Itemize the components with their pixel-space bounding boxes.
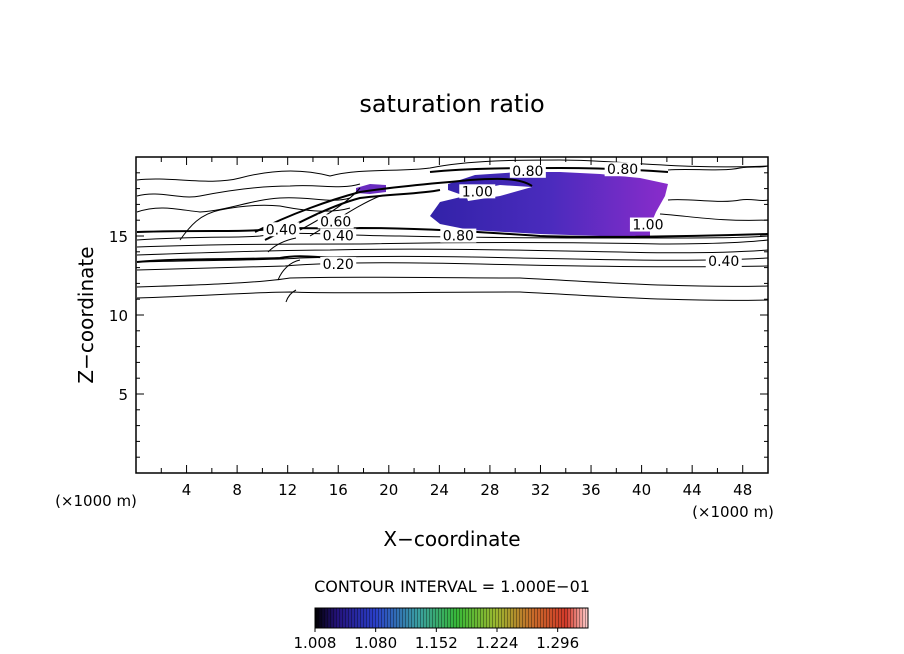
contour-line (667, 165, 769, 171)
contour-line (667, 198, 769, 202)
contour-label-bg (705, 253, 742, 268)
contour-line (299, 187, 361, 231)
contour-line (179, 204, 351, 241)
x-tick-label: 36 (581, 481, 600, 499)
contour-label: 0.20 (323, 257, 354, 273)
contour-line (136, 276, 769, 288)
contour-label: 0.80 (607, 162, 638, 178)
x-tick-label: 28 (480, 481, 499, 499)
contour-label-bg (604, 162, 641, 177)
x-tick-label: 40 (632, 481, 651, 499)
x-tick-label: 12 (278, 481, 297, 499)
contour-label-bg (629, 217, 666, 232)
contour-label: 0.60 (320, 214, 351, 230)
contour-label: 1.00 (462, 184, 493, 200)
y-tick-label: 15 (109, 228, 128, 246)
contour-line (136, 239, 769, 248)
colorbar-ticks: 1.008 1.080 1.152 1.224 1.296 (294, 628, 579, 652)
y-tick-label: 5 (118, 386, 128, 404)
contour-label: 0.40 (266, 222, 297, 238)
x-axis-label: X−coordinate (383, 527, 520, 551)
contour-line (136, 248, 769, 256)
contour-line (267, 237, 297, 253)
contour-interval-text: CONTOUR INTERVAL = 1.000E−01 (314, 577, 590, 596)
contour-label-bg (440, 228, 477, 243)
contour-label: 0.80 (443, 229, 474, 245)
colorbar-tick-label: 1.008 (294, 634, 337, 652)
x-tick-label: 8 (232, 481, 242, 499)
x-unit-label: (×1000 m) (692, 503, 774, 521)
contour-label-bg (459, 184, 496, 199)
contour-line (659, 213, 769, 221)
contour-label: 0.40 (708, 254, 739, 270)
contour-line (277, 259, 301, 281)
colorbar-tick-label: 1.296 (536, 634, 579, 652)
contour-label: 1.00 (632, 218, 663, 234)
contour-label-bg (320, 257, 357, 272)
x-tick-label: 44 (683, 481, 702, 499)
contour-label-bg (320, 228, 357, 243)
colorbar-tick-label: 1.080 (354, 634, 397, 652)
contour-line (285, 289, 297, 303)
supersaturated-fill (356, 172, 668, 236)
contour-line (136, 159, 769, 182)
colorbar-tick-label: 1.152 (415, 634, 458, 652)
contour-line (254, 177, 533, 233)
x-tick-label: 24 (430, 481, 449, 499)
y-axis-label: Z−coordinate (74, 246, 98, 383)
contour-label-bg (263, 222, 300, 237)
contour-line (136, 226, 769, 238)
colorbar-stripes (315, 608, 588, 628)
contour-line (136, 183, 361, 198)
x-tick-label: 4 (182, 481, 192, 499)
contour-label-bg (509, 163, 546, 178)
x-tick-label: 48 (733, 481, 752, 499)
contour-line (136, 262, 769, 271)
chart-title: saturation ratio (359, 90, 544, 118)
contour-label-bg (317, 214, 354, 229)
contour-line (136, 256, 769, 263)
x-tick-label: 20 (379, 481, 398, 499)
x-tick-label: 16 (329, 481, 348, 499)
colorbar: 1.008 1.080 1.152 1.224 1.296 (294, 607, 589, 652)
contour-label: 0.80 (512, 164, 543, 180)
contour-line (136, 232, 769, 241)
contour-labels: 0.80 0.801.000.40 0.600.40 0.801.000.20 0.40 (263, 162, 742, 273)
contour-line (309, 195, 381, 237)
contour-line (136, 291, 769, 301)
x-tick-label: 32 (531, 481, 550, 499)
colorbar-frame (314, 607, 589, 629)
contour-line (136, 255, 341, 263)
y-tick-label: 10 (109, 307, 128, 325)
contour-line (136, 197, 351, 213)
z-unit-label: (×1000 m) (55, 492, 137, 510)
contour-label: 0.40 (323, 229, 354, 245)
colorbar-tick-label: 1.224 (476, 634, 519, 652)
